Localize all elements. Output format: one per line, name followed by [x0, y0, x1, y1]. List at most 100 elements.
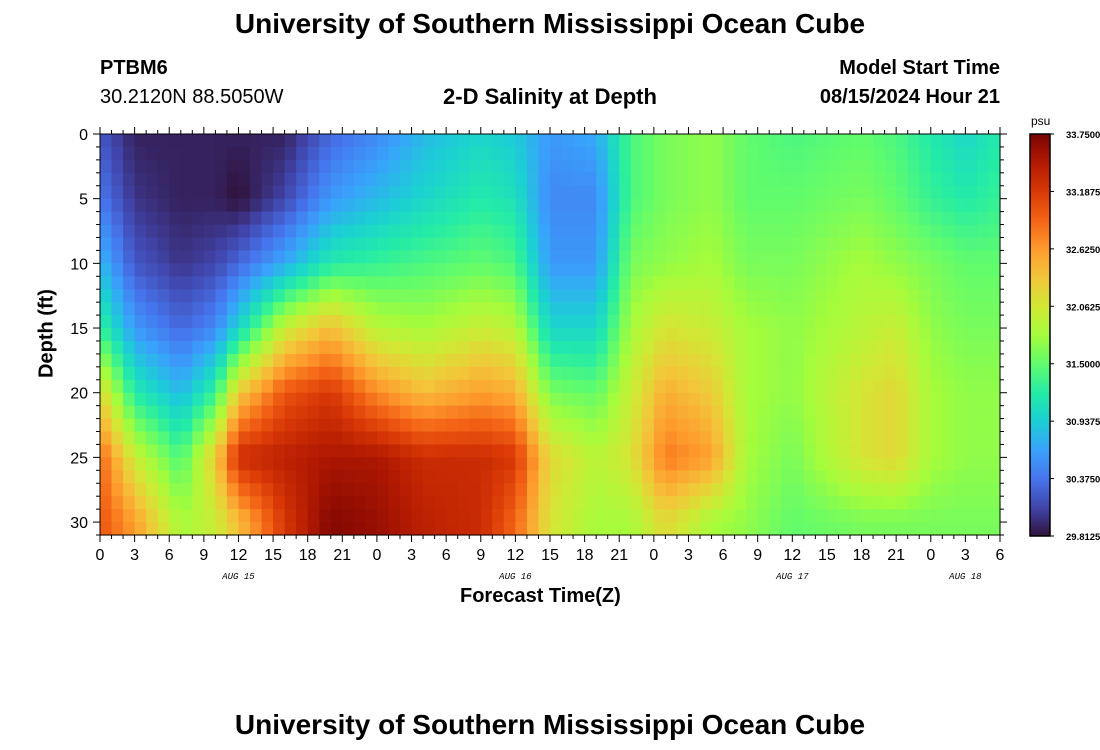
heatmap-cell [723, 379, 736, 394]
heatmap-cell [469, 379, 482, 394]
heatmap-cell [284, 522, 297, 536]
heatmap-cell [423, 237, 436, 252]
heatmap-cell [319, 276, 332, 290]
heatmap-cell [388, 431, 401, 446]
heatmap-cell [134, 172, 147, 187]
heatmap-cell [111, 366, 124, 381]
heatmap-cell [376, 405, 390, 420]
heatmap-cell [492, 392, 505, 407]
heatmap-cell [365, 457, 378, 471]
heatmap-cell [307, 211, 320, 226]
heatmap-cell [457, 224, 470, 239]
heatmap-cell [826, 353, 840, 368]
heatmap-cell [273, 198, 286, 213]
x-tick-label: 6 [996, 547, 1005, 564]
heatmap-cell [376, 340, 390, 355]
heatmap-cell [261, 185, 274, 200]
heatmap-cell [307, 340, 320, 355]
heatmap-cell [561, 470, 574, 484]
heatmap-cell [838, 328, 851, 342]
heatmap-cell [330, 224, 343, 239]
heatmap-cell [215, 379, 228, 394]
heatmap-cell [896, 392, 909, 407]
heatmap-cell [711, 198, 724, 213]
heatmap-cell [838, 263, 851, 277]
heatmap-cell [238, 379, 251, 394]
heatmap-cell [376, 211, 390, 226]
heatmap-cell [792, 146, 805, 161]
heatmap-cell [676, 444, 690, 458]
heatmap-cell [573, 431, 586, 446]
heatmap-cell [226, 522, 240, 536]
heatmap-cell [757, 211, 770, 226]
heatmap-cell [803, 250, 816, 264]
heatmap-cell [584, 185, 597, 200]
heatmap-cell [584, 211, 597, 226]
x-tick-label: 18 [299, 547, 317, 564]
heatmap-cell [919, 172, 932, 187]
heatmap-cell [619, 250, 632, 264]
heatmap-cell [861, 237, 874, 252]
heatmap-cell [861, 250, 874, 264]
heatmap-cell [723, 470, 736, 484]
heatmap-cell [365, 496, 378, 510]
heatmap-cell [226, 198, 240, 213]
heatmap-cell [411, 211, 424, 226]
heatmap-cell [826, 250, 840, 264]
heatmap-cell [642, 134, 655, 148]
heatmap-cell [665, 134, 678, 148]
heatmap-cell [642, 405, 655, 420]
heatmap-cell [226, 315, 240, 329]
heatmap-cell [826, 302, 840, 316]
heatmap-cell [769, 483, 782, 497]
heatmap-cell [757, 392, 770, 407]
date-label: AUG 15 [221, 572, 255, 582]
heatmap-cell [238, 289, 251, 303]
heatmap-cell [526, 211, 540, 226]
heatmap-cell [873, 276, 886, 290]
heatmap-cell [469, 159, 482, 174]
heatmap-cell [330, 289, 343, 303]
heatmap-cell [111, 522, 124, 536]
heatmap-cell [307, 392, 320, 407]
heatmap-cell [815, 444, 828, 458]
heatmap-cell [573, 315, 586, 329]
heatmap-cell [630, 509, 643, 523]
heatmap-cell [192, 509, 205, 523]
heatmap-cell [203, 328, 216, 342]
heatmap-cell [538, 444, 551, 458]
heatmap-cell [226, 302, 240, 316]
heatmap-cell [896, 328, 909, 342]
heatmap-cell [492, 444, 505, 458]
heatmap-cell [769, 328, 782, 342]
heatmap-cell [873, 237, 886, 252]
heatmap-cell [296, 224, 309, 239]
heatmap-cell [976, 263, 990, 277]
heatmap-cell [815, 366, 828, 381]
heatmap-cell [884, 159, 897, 174]
heatmap-cell [688, 457, 701, 471]
heatmap-cell [561, 418, 574, 433]
heatmap-cell [653, 159, 666, 174]
heatmap-cell [503, 405, 516, 420]
heatmap-cell [503, 366, 516, 381]
heatmap-cell [157, 224, 170, 239]
heatmap-cell [607, 315, 620, 329]
heatmap-cell [976, 366, 990, 381]
heatmap-cell [469, 185, 482, 200]
heatmap-cell [607, 496, 620, 510]
heatmap-cell [873, 379, 886, 394]
heatmap-cell [769, 405, 782, 420]
heatmap-cell [388, 198, 401, 213]
heatmap-cell [584, 159, 597, 174]
heatmap-cell [561, 159, 574, 174]
heatmap-cell [307, 353, 320, 368]
heatmap-cell [284, 392, 297, 407]
heatmap-cell [353, 146, 366, 161]
heatmap-cell [400, 509, 413, 523]
heatmap-cell [203, 134, 216, 148]
heatmap-cell [873, 289, 886, 303]
heatmap-cell [792, 237, 805, 252]
heatmap-cell [688, 224, 701, 239]
heatmap-cell [203, 483, 216, 497]
